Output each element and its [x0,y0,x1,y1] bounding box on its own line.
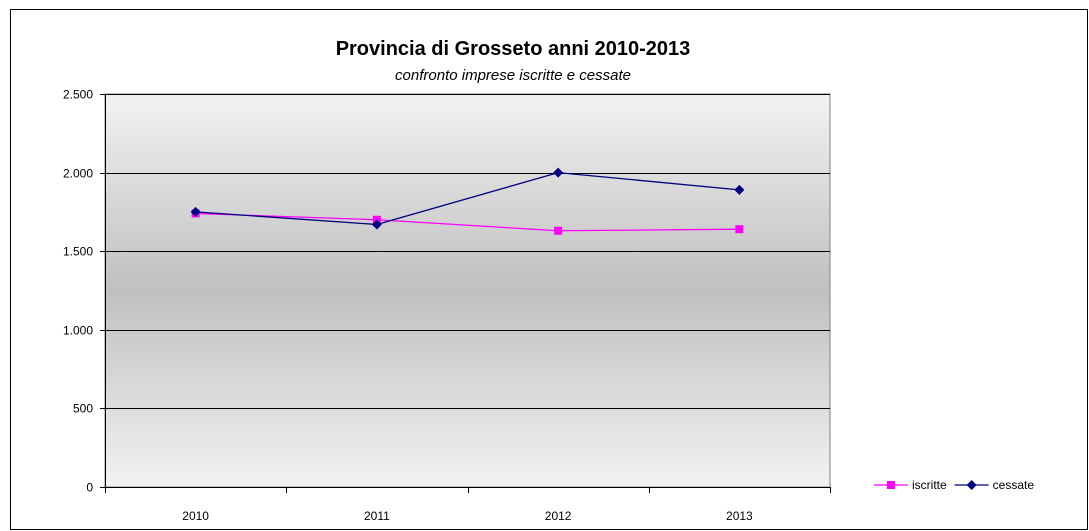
data-point-cessate [734,184,745,195]
gridlines [105,94,830,409]
y-tick-label: 2.000 [63,167,93,181]
x-axis: 2010 2011 2012 2013 [105,487,831,523]
plot-area [104,93,831,488]
x-tick-label: 2010 [182,509,209,523]
legend-label: cessate [993,478,1035,492]
data-point-iscritte [554,226,563,235]
legend-item-iscritte: iscritte [874,478,947,492]
data-point-cessate [553,167,564,178]
x-tick-label: 2011 [364,509,390,523]
y-tick-label: 2.500 [63,88,93,102]
legend: iscritte cessate [874,478,1034,492]
legend-marker [887,481,895,489]
data-point-cessate [190,206,201,217]
y-tick-label: 500 [73,402,93,416]
series-line-cessate [195,171,740,226]
y-tick-label: 0 [86,481,93,495]
legend-label: iscritte [912,478,947,492]
y-tick-label: 1.500 [63,245,93,259]
y-tick-label: 1.000 [63,324,93,338]
series-line-iscritte [195,212,740,232]
x-tick-label: 2012 [545,509,572,523]
y-axis: 0 500 1.000 1.500 2.000 2.500 [63,88,106,495]
data-point-iscritte [735,225,744,234]
series-cessate [190,167,745,230]
x-tick-label: 2013 [726,509,753,523]
legend-marker [966,480,977,490]
legend-item-cessate: cessate [954,478,1035,492]
data-point-cessate [371,219,382,230]
series-layer [190,167,745,235]
chart-subtitle: confronto imprese iscritte e cessate [395,67,631,84]
chart-title: Provincia di Grosseto anni 2010-2013 [336,38,691,60]
